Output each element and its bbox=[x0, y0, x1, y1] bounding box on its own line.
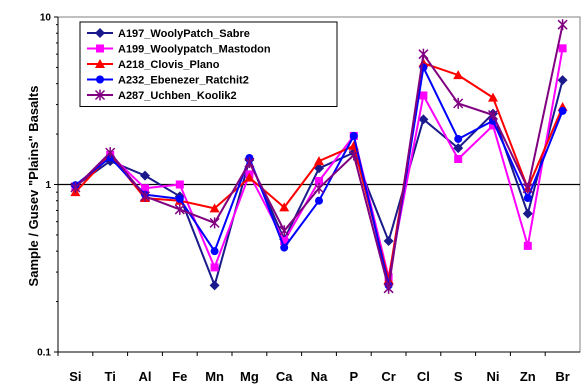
legend-entry: A232_Ebenezer_Ratchit2 bbox=[87, 75, 249, 87]
legend-entry: A197_WoolyPatch_Sabre bbox=[87, 28, 250, 40]
data-point bbox=[349, 131, 358, 140]
x-tick-label: Cl bbox=[417, 369, 430, 384]
data-point bbox=[558, 106, 567, 115]
legend-entry: A287_Uchben_Koolik2 bbox=[87, 89, 237, 102]
legend-marker bbox=[96, 44, 104, 53]
x-tick-label: Zn bbox=[520, 369, 536, 384]
data-point bbox=[522, 182, 533, 194]
data-point bbox=[522, 208, 533, 219]
data-point bbox=[279, 202, 290, 212]
y-tick-label: 10 bbox=[40, 13, 52, 24]
x-tick-label: Ca bbox=[276, 369, 293, 384]
data-point bbox=[557, 75, 568, 86]
data-point bbox=[454, 154, 463, 163]
x-tick-label: Si bbox=[69, 369, 81, 384]
data-point bbox=[523, 241, 532, 250]
y-axis-label: Sample / Gusev "Plains" Basalts bbox=[26, 86, 41, 287]
data-point bbox=[209, 217, 220, 229]
legend-entry: A218_Clovis_Plano bbox=[87, 59, 220, 71]
data-point bbox=[244, 172, 255, 182]
x-tick-label: Al bbox=[139, 369, 152, 384]
legend-label: A232_Ebenezer_Ratchit2 bbox=[118, 75, 249, 87]
legend-label: A218_Clovis_Plano bbox=[118, 59, 220, 71]
data-point bbox=[487, 109, 499, 121]
data-point bbox=[210, 263, 219, 272]
legend: A197_WoolyPatch_Sabre A199_Woolypatch_Mas… bbox=[79, 21, 338, 107]
x-tick-label: Ni bbox=[487, 369, 500, 384]
data-point bbox=[419, 91, 428, 100]
y-tick-label: 0.1 bbox=[37, 348, 51, 359]
data-point bbox=[314, 156, 324, 166]
plot-area: 0.1 1 10 Si Ti Al Fe Mn Mg Ca Na P Cr Cl S Ni Zn Br bbox=[37, 13, 581, 384]
y-tick-label: 1 bbox=[45, 180, 51, 191]
data-point bbox=[315, 196, 323, 205]
x-tick-label: Na bbox=[311, 369, 328, 384]
legend-marker bbox=[95, 28, 105, 38]
legend-marker bbox=[95, 59, 105, 68]
legend-label: A199_Woolypatch_Mastodon bbox=[118, 44, 271, 56]
data-point bbox=[210, 247, 219, 256]
data-point bbox=[140, 170, 150, 181]
data-point bbox=[313, 182, 325, 194]
data-point bbox=[174, 203, 185, 215]
data-point bbox=[70, 181, 81, 193]
data-point bbox=[209, 203, 220, 213]
data-point bbox=[418, 114, 429, 125]
x-tick-label: Mn bbox=[205, 369, 224, 384]
series-5 bbox=[70, 19, 568, 294]
data-point bbox=[105, 147, 116, 159]
data-point bbox=[523, 194, 532, 203]
data-point bbox=[175, 180, 184, 189]
x-tick-label: Br bbox=[555, 369, 569, 384]
legend-entry: A199_Woolypatch_Mastodon bbox=[87, 44, 271, 56]
data-point bbox=[141, 184, 149, 193]
data-point bbox=[315, 176, 323, 185]
x-tick-label: Mg bbox=[240, 369, 259, 384]
data-point bbox=[383, 282, 394, 294]
legend-box bbox=[79, 21, 338, 107]
x-tick-label: S bbox=[454, 369, 463, 384]
data-point bbox=[453, 143, 464, 154]
data-point bbox=[453, 70, 464, 80]
x-tick-label: Fe bbox=[172, 369, 187, 384]
x-tick-label: Cr bbox=[381, 369, 395, 384]
data-point bbox=[418, 48, 429, 60]
data-point bbox=[280, 243, 289, 252]
data-point bbox=[489, 121, 497, 130]
legend-marker bbox=[96, 75, 104, 84]
legend-marker bbox=[94, 89, 106, 101]
data-point bbox=[558, 44, 567, 53]
data-point bbox=[348, 149, 359, 161]
data-point bbox=[383, 235, 394, 246]
data-point bbox=[209, 280, 220, 291]
legend-label: A287_Uchben_Koolik2 bbox=[118, 90, 237, 102]
x-tick-label: Ti bbox=[105, 369, 116, 384]
data-point bbox=[279, 225, 290, 237]
data-point bbox=[557, 19, 568, 31]
legend-label: A197_WoolyPatch_Sabre bbox=[118, 28, 250, 40]
x-tick-label: P bbox=[349, 369, 358, 384]
data-point bbox=[488, 92, 498, 102]
data-point bbox=[280, 236, 289, 245]
data-point bbox=[175, 194, 184, 203]
data-point bbox=[244, 157, 255, 169]
data-point bbox=[454, 134, 463, 143]
data-point bbox=[139, 190, 151, 202]
data-point bbox=[453, 97, 464, 109]
